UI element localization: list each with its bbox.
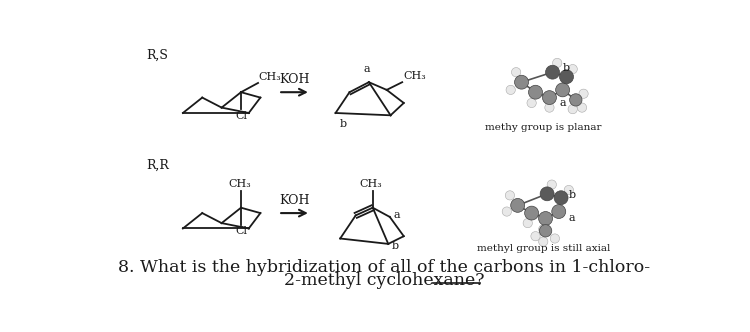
Text: Cl: Cl bbox=[235, 111, 247, 121]
Text: a: a bbox=[394, 209, 400, 220]
Circle shape bbox=[556, 83, 569, 97]
Text: R,R: R,R bbox=[146, 159, 170, 172]
Circle shape bbox=[553, 58, 562, 67]
Text: CH₃: CH₃ bbox=[360, 179, 382, 189]
Text: a: a bbox=[560, 98, 566, 108]
Circle shape bbox=[538, 237, 548, 246]
Circle shape bbox=[560, 70, 574, 84]
Text: Cl: Cl bbox=[235, 226, 247, 236]
Circle shape bbox=[511, 199, 525, 212]
Text: b: b bbox=[340, 119, 346, 129]
Circle shape bbox=[539, 225, 552, 237]
Text: a: a bbox=[568, 213, 575, 223]
Circle shape bbox=[538, 211, 553, 225]
Text: KOH: KOH bbox=[279, 194, 310, 207]
Text: methy group is planar: methy group is planar bbox=[485, 123, 602, 132]
Circle shape bbox=[569, 94, 582, 106]
Text: CH₃: CH₃ bbox=[228, 179, 251, 189]
Text: 8. What is the hybridization of all of the carbons in 1-chloro-: 8. What is the hybridization of all of t… bbox=[118, 259, 650, 276]
Circle shape bbox=[527, 98, 536, 108]
Text: CH₃: CH₃ bbox=[403, 71, 426, 81]
Circle shape bbox=[550, 234, 560, 243]
Circle shape bbox=[525, 206, 538, 220]
Text: KOH: KOH bbox=[279, 73, 310, 86]
Text: 2-methyl cyclohexane?: 2-methyl cyclohexane? bbox=[284, 272, 484, 290]
Circle shape bbox=[554, 191, 568, 205]
Text: a: a bbox=[363, 64, 370, 74]
Text: b: b bbox=[568, 190, 576, 201]
Circle shape bbox=[568, 64, 578, 74]
Circle shape bbox=[540, 187, 554, 201]
Circle shape bbox=[545, 65, 560, 79]
Circle shape bbox=[544, 103, 554, 112]
Circle shape bbox=[578, 103, 586, 112]
Circle shape bbox=[552, 205, 566, 218]
Circle shape bbox=[512, 67, 520, 77]
Text: CH₃: CH₃ bbox=[259, 72, 281, 82]
Circle shape bbox=[538, 225, 548, 234]
Circle shape bbox=[514, 75, 529, 89]
Circle shape bbox=[564, 185, 574, 195]
Text: R,S: R,S bbox=[146, 49, 168, 62]
Circle shape bbox=[542, 91, 556, 105]
Circle shape bbox=[568, 105, 578, 114]
Text: methyl group is still axial: methyl group is still axial bbox=[476, 244, 610, 253]
Circle shape bbox=[523, 218, 532, 228]
Text: b: b bbox=[392, 241, 399, 251]
Circle shape bbox=[579, 89, 588, 98]
Circle shape bbox=[548, 180, 556, 189]
Circle shape bbox=[531, 232, 540, 241]
Circle shape bbox=[503, 207, 512, 216]
Circle shape bbox=[506, 85, 515, 95]
Circle shape bbox=[506, 191, 515, 200]
Text: b: b bbox=[563, 63, 570, 73]
Circle shape bbox=[529, 85, 542, 99]
